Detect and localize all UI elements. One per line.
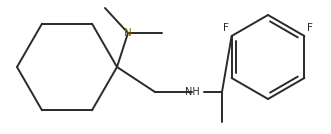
Text: F: F bbox=[223, 23, 229, 33]
Text: F: F bbox=[307, 23, 313, 33]
Text: NH: NH bbox=[185, 87, 199, 97]
Text: N: N bbox=[124, 28, 132, 38]
